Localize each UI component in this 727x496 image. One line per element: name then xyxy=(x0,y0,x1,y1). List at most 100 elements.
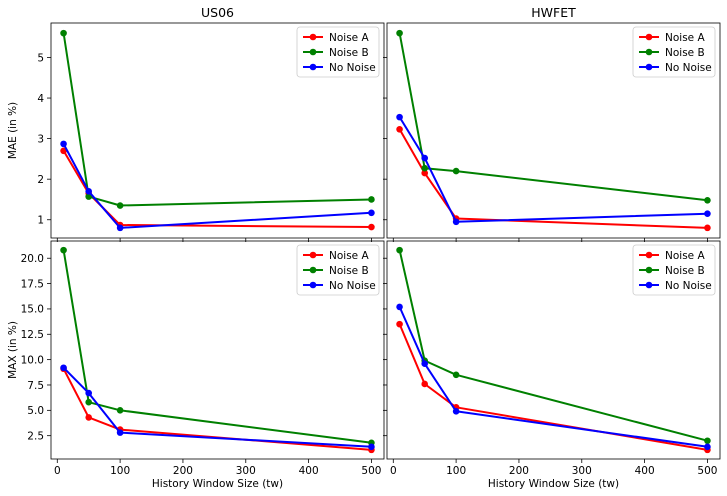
y-tick-label: 5.0 xyxy=(27,405,44,417)
x-tick-label: 500 xyxy=(361,465,381,477)
data-point xyxy=(704,196,711,204)
x-tick-label: 400 xyxy=(635,465,655,477)
data-point xyxy=(452,371,460,379)
data-point xyxy=(396,320,403,328)
data-point xyxy=(85,389,92,397)
legend-swatch-marker xyxy=(645,251,653,259)
subplot-3: 0 100 200 300 400 500 2.5 5.0 7.5 10.0 12.5 15.0 17.… xyxy=(7,240,385,490)
legend-label: No Noise xyxy=(665,62,712,74)
legend-swatch-marker xyxy=(645,48,653,56)
x-tick-label: 100 xyxy=(110,465,130,477)
y-tick-label: 5 xyxy=(37,52,44,64)
legend-swatch-marker xyxy=(645,33,653,41)
subplot-title: US06 xyxy=(201,5,234,20)
legend: Noise A Noise B No Noise xyxy=(632,26,716,78)
data-point xyxy=(85,398,92,406)
legend-swatch-marker xyxy=(309,63,317,71)
legend-swatch-marker xyxy=(309,266,317,274)
y-tick-label: 2 xyxy=(37,174,44,186)
legend-box xyxy=(296,26,380,78)
data-point xyxy=(452,218,460,226)
subplot-1: 1 2 3 4 5 US06 MAE (in %) Noise A Noise B No Nois… xyxy=(7,5,385,242)
data-point xyxy=(421,154,428,162)
data-point xyxy=(60,147,67,155)
data-point xyxy=(368,443,375,451)
data-point xyxy=(421,169,428,177)
data-point xyxy=(60,140,67,148)
x-tick-label: 0 xyxy=(390,465,397,477)
legend: Noise A Noise B No Noise xyxy=(296,244,380,296)
x-tick-label: 200 xyxy=(509,465,529,477)
data-point xyxy=(396,29,403,37)
legend: Noise A Noise B No Noise xyxy=(632,244,716,296)
legend-swatch-marker xyxy=(309,48,317,56)
legend-box xyxy=(632,244,716,296)
legend-label: Noise B xyxy=(329,47,369,59)
y-tick-label: 4 xyxy=(37,93,44,105)
subplot-4: 0 100 200 300 400 500 History Window Size (tw)… xyxy=(383,240,721,490)
data-point xyxy=(60,364,67,372)
data-point xyxy=(85,414,92,421)
subplot-title: HWFET xyxy=(531,5,576,20)
y-tick-label: 10.0 xyxy=(21,354,44,366)
y-axis-label: MAX (in %) xyxy=(7,321,19,379)
legend-box xyxy=(632,26,716,78)
data-point xyxy=(116,202,124,209)
data-point xyxy=(704,224,711,232)
axes-frame xyxy=(50,22,385,239)
legend-label: Noise A xyxy=(665,250,705,262)
legend-label: Noise A xyxy=(329,32,369,44)
x-tick-label: 300 xyxy=(572,465,592,477)
legend-swatch-marker xyxy=(309,251,317,259)
y-tick-label: 20.0 xyxy=(21,253,44,265)
series-line-noise-a xyxy=(398,323,708,451)
legend-swatch-marker xyxy=(645,281,653,289)
series-line-no-noise xyxy=(398,306,708,448)
x-tick-label: 300 xyxy=(236,465,256,477)
y-tick-label: 2.5 xyxy=(27,430,44,442)
x-tick-label: 200 xyxy=(173,465,193,477)
data-point xyxy=(60,29,67,37)
legend-label: No Noise xyxy=(329,62,376,74)
data-point xyxy=(452,408,460,415)
y-axis-label: MAE (in %) xyxy=(7,102,19,159)
legend-label: Noise A xyxy=(665,32,705,44)
series-line-noise-b xyxy=(398,32,708,202)
x-tick-label: 400 xyxy=(299,465,319,477)
x-axis-label: History Window Size (tw) xyxy=(152,478,283,490)
data-point xyxy=(396,246,403,254)
legend-label: No Noise xyxy=(329,280,376,292)
data-point xyxy=(368,209,375,217)
y-tick-label: 1 xyxy=(37,215,44,227)
legend-swatch-marker xyxy=(645,63,653,71)
data-point xyxy=(452,167,460,175)
data-point xyxy=(421,164,428,172)
axes-frame xyxy=(50,240,385,460)
data-point xyxy=(396,125,403,133)
data-point xyxy=(396,113,403,121)
series-line-noise-b xyxy=(62,249,372,444)
data-point xyxy=(704,437,711,445)
data-point xyxy=(396,303,403,311)
legend-label: Noise A xyxy=(329,250,369,262)
legend: Noise A Noise B No Noise xyxy=(296,26,380,78)
y-tick-label: 15.0 xyxy=(21,304,44,316)
data-point xyxy=(116,429,124,436)
legend-swatch-marker xyxy=(309,281,317,289)
legend-box xyxy=(296,244,380,296)
legend-swatch-marker xyxy=(309,33,317,41)
data-point xyxy=(368,196,375,203)
legend-label: Noise B xyxy=(665,265,705,277)
series-line-no-noise xyxy=(62,143,372,229)
data-point xyxy=(704,443,711,451)
data-point xyxy=(116,407,124,414)
series-line-no-noise xyxy=(398,116,708,223)
data-point xyxy=(421,360,428,367)
data-point xyxy=(85,188,92,195)
x-tick-label: 500 xyxy=(697,465,717,477)
x-axis-label: History Window Size (tw) xyxy=(488,478,619,490)
x-tick-label: 0 xyxy=(54,465,61,477)
legend-label: No Noise xyxy=(665,280,712,292)
series-line-no-noise xyxy=(62,366,372,448)
series-line-noise-b xyxy=(398,249,708,442)
